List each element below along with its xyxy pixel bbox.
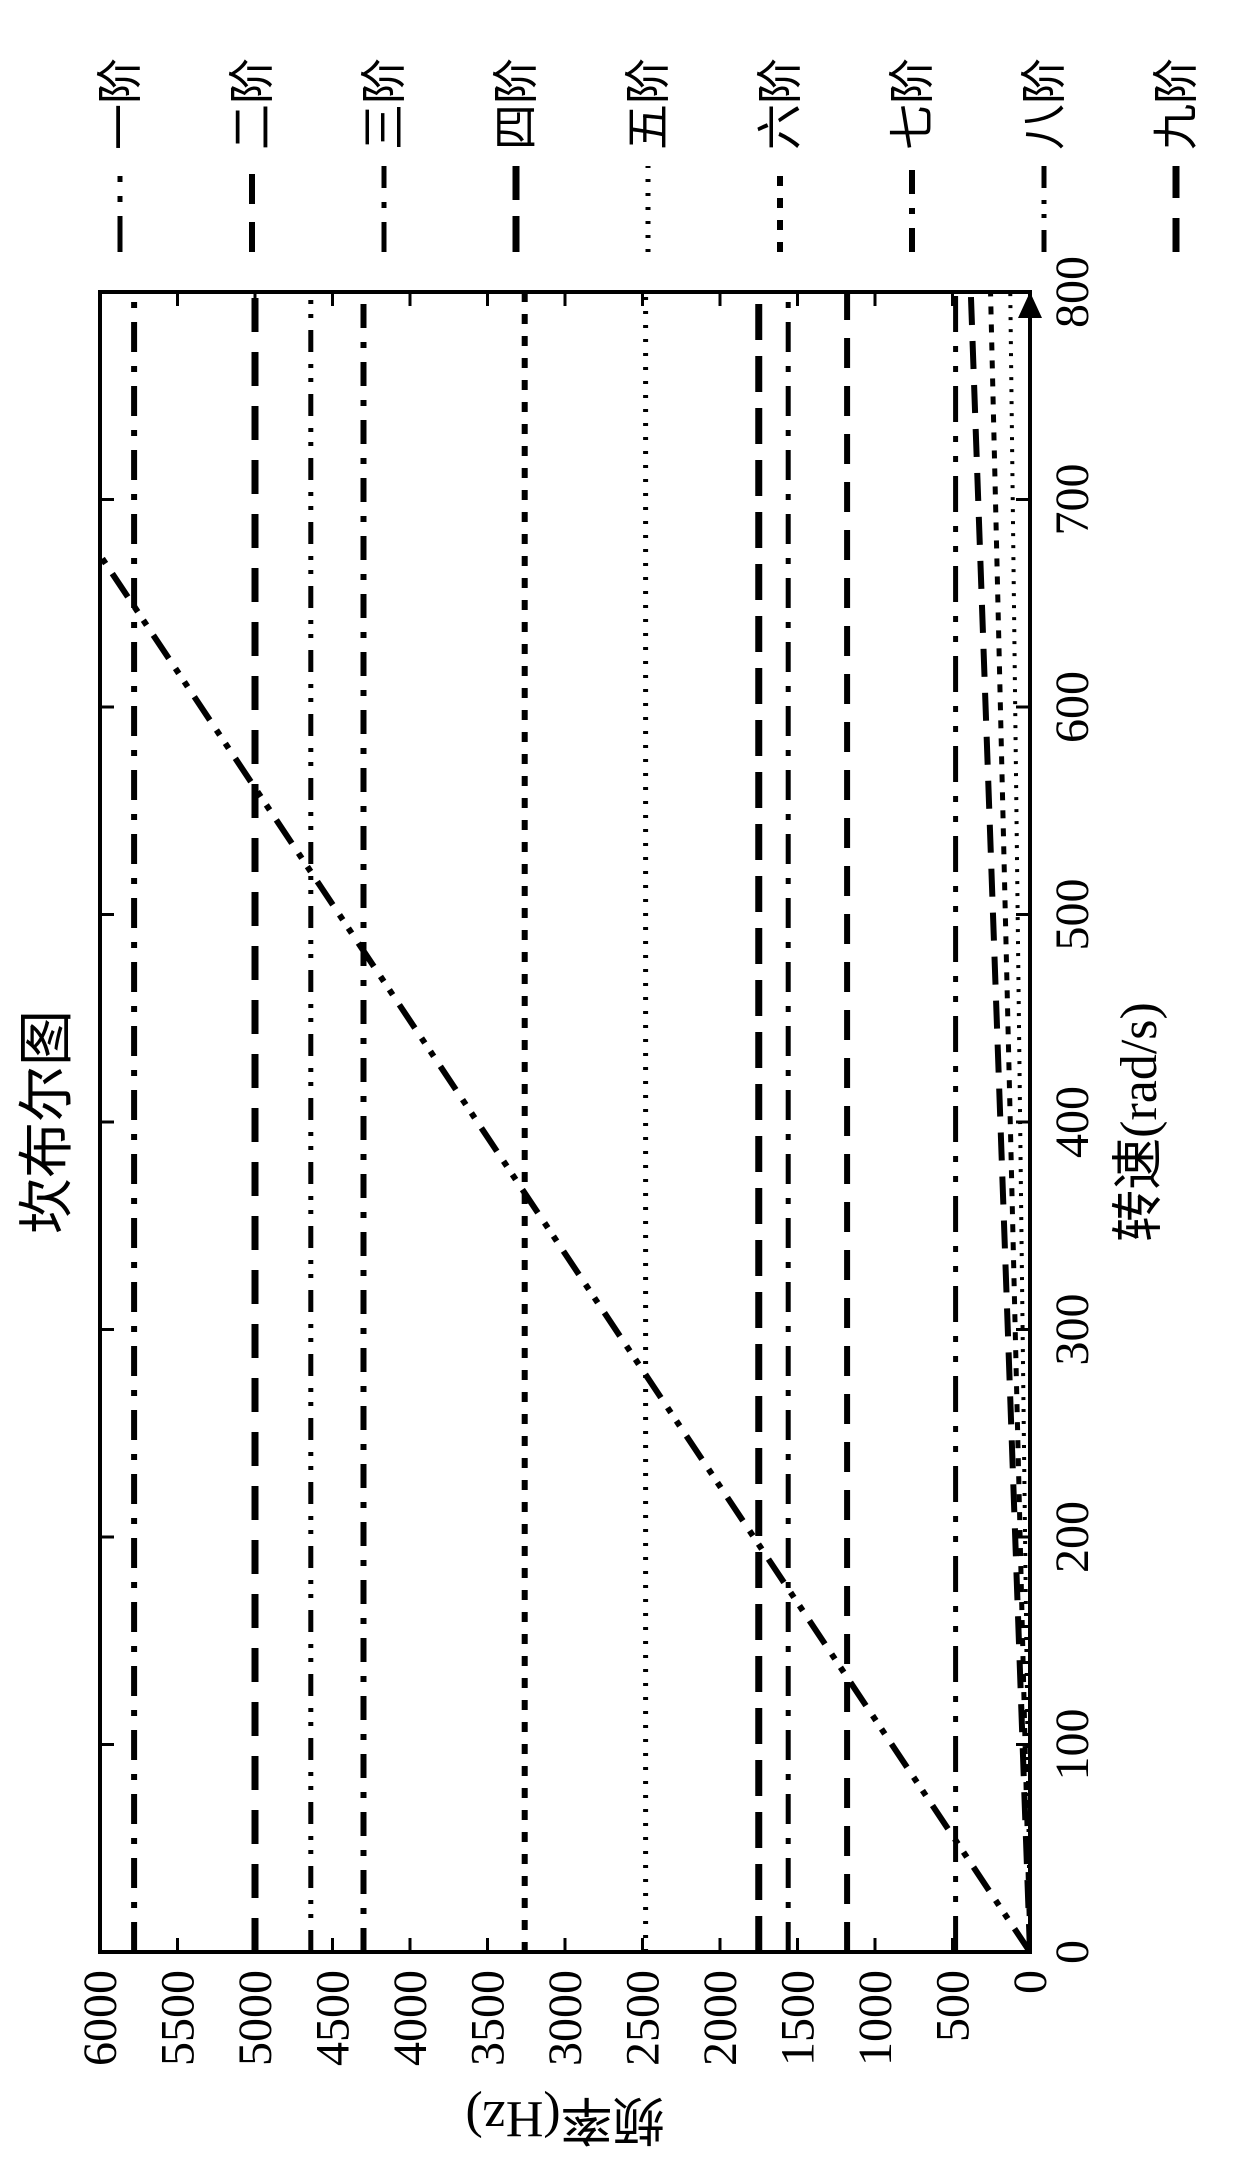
y-tick-label: 0 <box>1004 1970 1057 1994</box>
y-tick-label: 1500 <box>772 1970 825 2066</box>
x-axis-arrow <box>1018 292 1042 318</box>
y-tick-label: 1000 <box>849 1970 902 2066</box>
x-tick-label: 500 <box>1046 879 1099 951</box>
x-tick-label: 100 <box>1046 1709 1099 1781</box>
order-line-4 <box>100 555 1030 1952</box>
legend-label: 三阶 <box>359 58 410 150</box>
chart-title: 坎布尔图 <box>17 1010 79 1234</box>
y-tick-label: 4500 <box>307 1970 360 2066</box>
y-tick-label: 6000 <box>74 1970 127 2066</box>
x-tick-label: 0 <box>1046 1940 1099 1964</box>
legend-label: 一阶 <box>95 58 146 150</box>
y-tick-label: 3500 <box>462 1970 515 2066</box>
series-group <box>100 292 1030 1952</box>
legend-label: 六阶 <box>755 58 806 150</box>
y-tick-label: 5500 <box>152 1970 205 2066</box>
legend-label: 五阶 <box>623 58 674 150</box>
x-tick-label: 200 <box>1046 1501 1099 1573</box>
x-tick-label: 400 <box>1046 1086 1099 1158</box>
y-tick-label: 500 <box>927 1970 980 2042</box>
y-tick-label: 3000 <box>539 1970 592 2066</box>
legend: 一阶二阶三阶四阶五阶六阶七阶八阶九阶十阶1倍频线2倍频线3倍频线56倍频线 <box>95 0 1240 252</box>
legend-label: 二阶 <box>227 58 278 150</box>
legend-label: 七阶 <box>887 58 938 150</box>
campbell-chart: 0 100 200 300 400 500 600 700 800 0 500 1000 1500 200… <box>0 0 1240 2182</box>
x-tick-label: 600 <box>1046 671 1099 743</box>
legend-label: 四阶 <box>491 58 542 150</box>
y-tick-label: 4000 <box>384 1970 437 2066</box>
plot-border <box>100 292 1030 1952</box>
y-tick-label: 2500 <box>617 1970 670 2066</box>
legend-label: 九阶 <box>1151 58 1202 150</box>
legend-label: 八阶 <box>1019 58 1070 150</box>
x-tick-label: 300 <box>1046 1294 1099 1366</box>
y-tick-label: 5000 <box>229 1970 282 2066</box>
x-tick-label: 800 <box>1046 256 1099 328</box>
y-axis-label: 频率(Hz) <box>465 2090 664 2147</box>
y-tick-label: 2000 <box>694 1970 747 2066</box>
x-axis-label: 转速(rad/s) <box>1111 1002 1168 1242</box>
x-tick-label: 700 <box>1046 464 1099 536</box>
